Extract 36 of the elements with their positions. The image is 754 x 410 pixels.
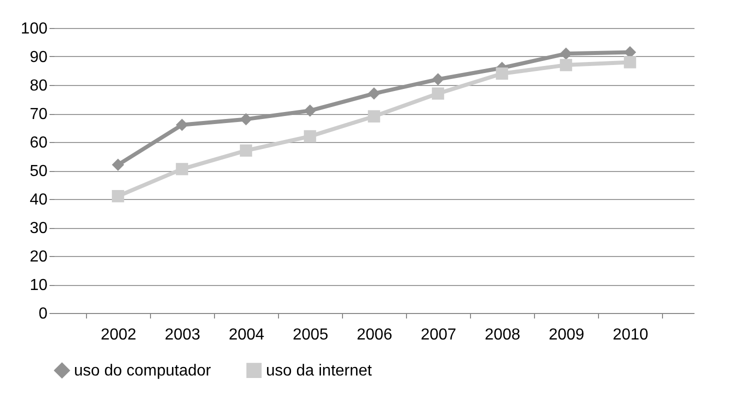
y-tick-label: 90: [30, 49, 48, 66]
legend-label: uso do computador: [74, 362, 212, 380]
point: [496, 67, 508, 80]
y-tick-label: 30: [30, 220, 48, 237]
x-tick-label: 2004: [228, 326, 264, 344]
point: [432, 87, 444, 100]
point: [304, 130, 316, 142]
x-tick-label: 2006: [356, 326, 392, 344]
x-tick-label: 2002: [100, 326, 136, 344]
point: [368, 110, 380, 122]
x-tick-label: 2009: [548, 326, 584, 344]
legend-label: uso da internet: [266, 362, 372, 380]
point: [560, 58, 572, 72]
point: [240, 113, 252, 126]
y-tick-label: 20: [30, 248, 48, 266]
x-tick-label: 2007: [420, 326, 456, 344]
y-tick-label: 70: [30, 106, 48, 123]
y-tick-label: 50: [30, 163, 48, 180]
x-tick-label: 2010: [612, 326, 648, 344]
x-tick-label: 2005: [292, 326, 328, 344]
x-tick-label: 2008: [484, 326, 520, 344]
point: [112, 190, 124, 202]
point: [624, 56, 636, 68]
point: [240, 144, 252, 157]
y-tick-label: 0: [38, 306, 48, 322]
point: [112, 158, 124, 171]
y-tick-label: 10: [30, 277, 48, 294]
point: [304, 104, 316, 117]
y-tick-label: 80: [30, 78, 48, 94]
point: [176, 162, 188, 176]
y-tick-label: 100: [20, 20, 48, 38]
y-tick-label: 60: [30, 134, 48, 152]
x-tick-label: 2003: [164, 326, 200, 344]
y-tick-label: 40: [30, 192, 48, 208]
point: [432, 73, 444, 86]
point: [368, 87, 380, 100]
